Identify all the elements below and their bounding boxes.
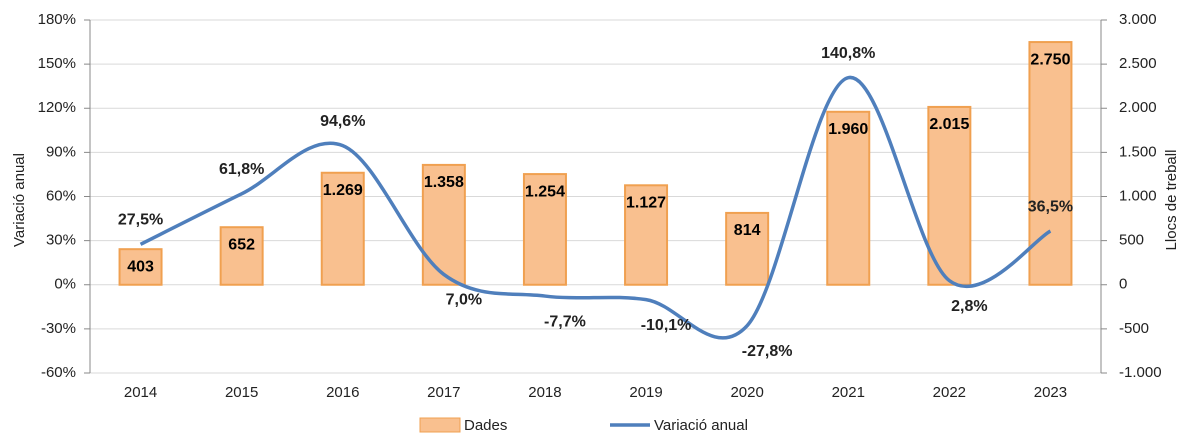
line-value-label: 7,0% bbox=[446, 292, 482, 309]
line-value-label: -10,1% bbox=[641, 317, 692, 334]
y2-tick-label: 1.000 bbox=[1119, 187, 1157, 204]
y2-tick-label: 1.500 bbox=[1119, 143, 1157, 160]
y-tick-label: 60% bbox=[46, 187, 76, 204]
legend-label: Dades bbox=[464, 417, 507, 434]
y-tick-label: 150% bbox=[38, 55, 76, 72]
y2-tick-label: 500 bbox=[1119, 232, 1144, 249]
bar-value-label: 403 bbox=[127, 258, 154, 275]
x-tick-label: 2018 bbox=[528, 384, 561, 401]
y2-axis-label: Llocs de treball bbox=[1163, 150, 1180, 251]
bar bbox=[826, 110, 871, 286]
bar bbox=[1028, 41, 1073, 286]
bar-value-label: 814 bbox=[734, 222, 761, 239]
y-tick-label: 90% bbox=[46, 143, 76, 160]
y2-tick-label: 2.000 bbox=[1119, 99, 1157, 116]
x-tick-label: 2017 bbox=[427, 384, 460, 401]
x-tick-label: 2014 bbox=[124, 384, 157, 401]
bar bbox=[927, 105, 972, 286]
bar bbox=[320, 171, 365, 286]
y-tick-label: -60% bbox=[41, 364, 76, 381]
legend-label: Variació anual bbox=[654, 417, 748, 434]
y-tick-label: 120% bbox=[38, 99, 76, 116]
y2-tick-label: 3.000 bbox=[1119, 11, 1157, 28]
y-tick-label: -30% bbox=[41, 320, 76, 337]
bar bbox=[219, 226, 264, 286]
y-tick-label: 180% bbox=[38, 11, 76, 28]
legend-swatch bbox=[419, 417, 461, 433]
x-tick-label: 2019 bbox=[629, 384, 662, 401]
line-value-label: 2,8% bbox=[951, 298, 987, 315]
bar-value-label: 2.015 bbox=[929, 116, 969, 133]
y-tick-label: 0% bbox=[54, 276, 76, 293]
line-value-label: 94,6% bbox=[320, 113, 365, 130]
line-value-label: 27,5% bbox=[118, 212, 163, 229]
y2-tick-label: -1.000 bbox=[1119, 364, 1162, 381]
y2-tick-label: 0 bbox=[1119, 276, 1127, 293]
bar-value-label: 1.254 bbox=[525, 183, 565, 200]
bar-value-label: 1.960 bbox=[828, 121, 868, 138]
y-tick-label: 30% bbox=[46, 232, 76, 249]
line-value-label: -27,8% bbox=[742, 343, 793, 360]
x-tick-label: 2021 bbox=[832, 384, 865, 401]
line bbox=[139, 75, 1052, 340]
bar bbox=[118, 248, 163, 286]
bar-value-label: 2.750 bbox=[1030, 51, 1070, 68]
y-axis-label: Variació anual bbox=[11, 153, 28, 247]
bar bbox=[725, 211, 770, 286]
x-tick-label: 2022 bbox=[933, 384, 966, 401]
x-tick-label: 2020 bbox=[730, 384, 763, 401]
x-tick-label: 2023 bbox=[1034, 384, 1067, 401]
y2-tick-label: 2.500 bbox=[1119, 55, 1157, 72]
line-value-label: 140,8% bbox=[821, 45, 875, 62]
bar-value-label: 1.127 bbox=[626, 195, 666, 212]
bar bbox=[522, 173, 567, 286]
line-value-label: -7,7% bbox=[544, 313, 586, 330]
bar-value-label: 1.269 bbox=[323, 182, 363, 199]
bar bbox=[421, 163, 466, 286]
x-tick-label: 2016 bbox=[326, 384, 359, 401]
line-value-label: 36,5% bbox=[1028, 198, 1073, 215]
y2-tick-label: -500 bbox=[1119, 320, 1149, 337]
bar-value-label: 1.358 bbox=[424, 174, 464, 191]
line-value-label: 61,8% bbox=[219, 161, 264, 178]
bar-value-label: 652 bbox=[228, 236, 255, 253]
bar bbox=[624, 184, 669, 286]
x-tick-label: 2015 bbox=[225, 384, 258, 401]
